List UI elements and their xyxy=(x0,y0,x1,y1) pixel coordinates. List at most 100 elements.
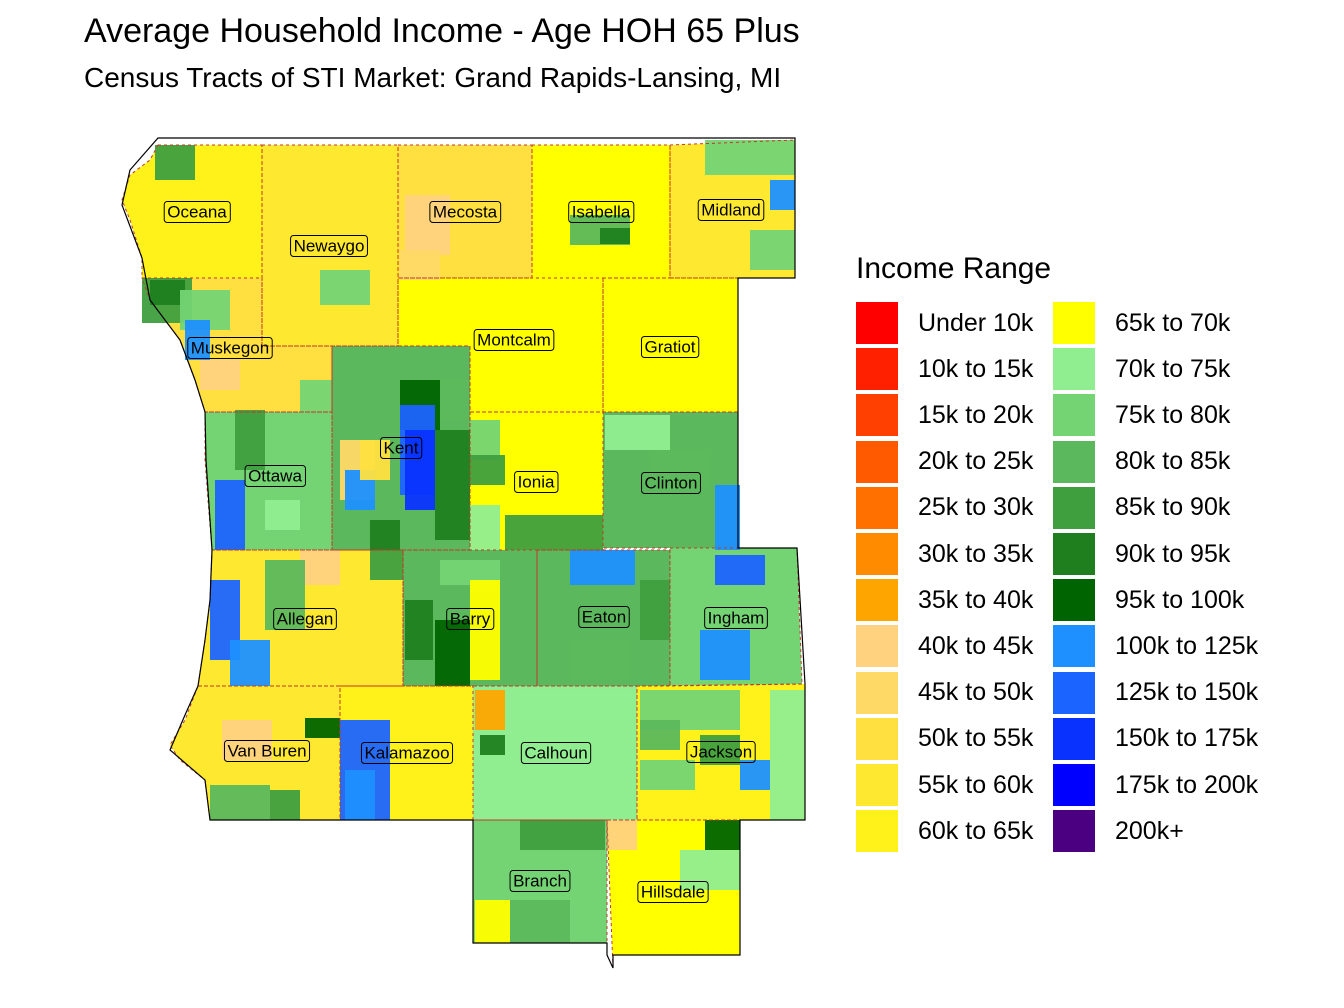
legend-label: 35k to 40k xyxy=(918,585,1034,614)
legend-label: 90k to 95k xyxy=(1115,539,1231,568)
svg-text:Clinton: Clinton xyxy=(645,473,698,492)
legend-label: 60k to 65k xyxy=(918,816,1034,845)
legend-title: Income Range xyxy=(856,252,1052,285)
county-montcalm xyxy=(398,278,603,412)
tract-patch xyxy=(510,900,570,943)
county-labels: Oceana Mecosta Isabella Midland Newaygo Muske… xyxy=(163,198,768,903)
tract-patch xyxy=(320,270,370,305)
legend-item-20k-to-25k: 20k to 25k xyxy=(856,440,1034,483)
tract-patch xyxy=(475,900,510,943)
tract-patch xyxy=(435,620,470,686)
legend-swatch xyxy=(1053,579,1095,622)
county-label-allegan: Allegan xyxy=(273,607,337,630)
tract-patch xyxy=(520,690,635,720)
svg-text:Montcalm: Montcalm xyxy=(477,330,551,349)
legend-label: 100k to 125k xyxy=(1115,631,1259,660)
county-gratiot xyxy=(603,278,738,412)
tract-patch xyxy=(700,735,740,765)
map-subtitle: Census Tracts of STI Market: Grand Rapid… xyxy=(84,62,782,93)
county-label-ionia: Ionia xyxy=(514,470,559,493)
svg-text:Oceana: Oceana xyxy=(167,202,227,221)
county-border-midland xyxy=(669,139,796,279)
legend-swatch xyxy=(856,440,898,483)
tract-patch xyxy=(605,415,670,450)
tract-patch xyxy=(505,515,603,550)
legend-item-30k-to-35k: 30k to 35k xyxy=(856,533,1033,575)
tract-patch xyxy=(700,630,750,680)
county-label-gratiot: Gratiot xyxy=(640,335,700,358)
county-label-barry: Barry xyxy=(446,607,495,630)
svg-text:Kent: Kent xyxy=(384,438,419,457)
svg-text:Isabella: Isabella xyxy=(572,202,631,221)
svg-text:Kalamazoo: Kalamazoo xyxy=(364,743,449,762)
tract-patch xyxy=(680,590,720,630)
svg-text:Allegan: Allegan xyxy=(277,609,334,628)
county-label-jackson: Jackson xyxy=(686,740,756,763)
county-label-oceana: Oceana xyxy=(163,200,231,223)
county-label-branch: Branch xyxy=(509,869,571,892)
svg-text:Gratiot: Gratiot xyxy=(644,337,695,356)
legend-label: 30k to 35k xyxy=(918,539,1034,568)
legend-swatch xyxy=(856,302,898,344)
legend-swatch xyxy=(856,533,898,575)
county-isabella xyxy=(532,145,670,278)
legend-item-65k-to-70k: 65k to 70k xyxy=(1053,302,1230,344)
svg-text:Ionia: Ionia xyxy=(518,472,555,491)
county-label-hillsdale: Hillsdale xyxy=(637,880,709,903)
legend-label: 55k to 60k xyxy=(918,770,1034,799)
legend-swatch xyxy=(1053,394,1095,437)
market-outline xyxy=(121,137,806,969)
legend-label: 175k to 200k xyxy=(1115,770,1259,799)
legend-item-200k: 200k+ xyxy=(1053,810,1184,853)
county-label-montcalm: Montcalm xyxy=(473,328,555,351)
svg-text:Calhoun: Calhoun xyxy=(524,743,587,762)
tract-patch xyxy=(270,790,300,820)
tract-patch xyxy=(770,180,795,210)
legend-label: 40k to 45k xyxy=(918,631,1034,660)
tract-patch xyxy=(265,500,300,530)
svg-text:Ottawa: Ottawa xyxy=(248,466,302,485)
legend-label: 15k to 20k xyxy=(918,400,1034,429)
tract-patch xyxy=(470,455,505,485)
legend-label: Under 10k xyxy=(918,308,1034,337)
county-label-isabella: Isabella xyxy=(568,200,635,223)
tract-patch xyxy=(370,550,403,580)
legend-label: 50k to 55k xyxy=(918,724,1034,753)
legend-swatch xyxy=(1053,440,1095,483)
legend-item-175k-to-200k: 175k to 200k xyxy=(1053,764,1258,806)
county-label-kent: Kent xyxy=(380,436,423,459)
legend-swatch xyxy=(856,348,898,391)
legend-label: 20k to 25k xyxy=(918,447,1034,476)
legend-label: 200k+ xyxy=(1115,816,1184,845)
legend-item-under-10k: Under 10k xyxy=(856,302,1033,344)
legend-item-15k-to-20k: 15k to 20k xyxy=(856,394,1034,437)
legend-item-55k-to-60k: 55k to 60k xyxy=(856,764,1033,806)
county-label-ottawa: Ottawa xyxy=(244,464,306,487)
county-label-van-buren: Van Buren xyxy=(223,739,311,762)
tract-patch xyxy=(360,440,390,480)
legend-swatch xyxy=(856,717,898,760)
tract-patch xyxy=(150,280,185,305)
legend-swatch xyxy=(856,579,898,622)
tract-patch xyxy=(345,770,375,820)
tract-patch xyxy=(607,820,637,850)
legend-item-35k-to-40k: 35k to 40k xyxy=(856,579,1034,622)
tract-patch xyxy=(470,580,500,680)
county-label-clinton: Clinton xyxy=(641,471,701,494)
legend-swatch xyxy=(856,671,898,714)
legend-item-150k-to-175k: 150k to 175k xyxy=(1053,717,1259,760)
legend-label: 45k to 50k xyxy=(918,678,1034,707)
county-label-eaton: Eaton xyxy=(578,605,630,628)
county-label-midland: Midland xyxy=(697,198,765,221)
svg-text:Barry: Barry xyxy=(450,609,491,628)
legend-item-85k-to-90k: 85k to 90k xyxy=(1053,486,1230,529)
county-label-kalamazoo: Kalamazoo xyxy=(360,741,454,764)
tract-patch xyxy=(405,600,433,660)
legend-label: 150k to 175k xyxy=(1115,724,1259,753)
legend-swatch xyxy=(1053,533,1095,575)
legend-swatch xyxy=(1053,348,1095,391)
legend-swatch xyxy=(1053,671,1095,714)
svg-text:Branch: Branch xyxy=(513,871,567,890)
tract-patch xyxy=(405,430,435,510)
